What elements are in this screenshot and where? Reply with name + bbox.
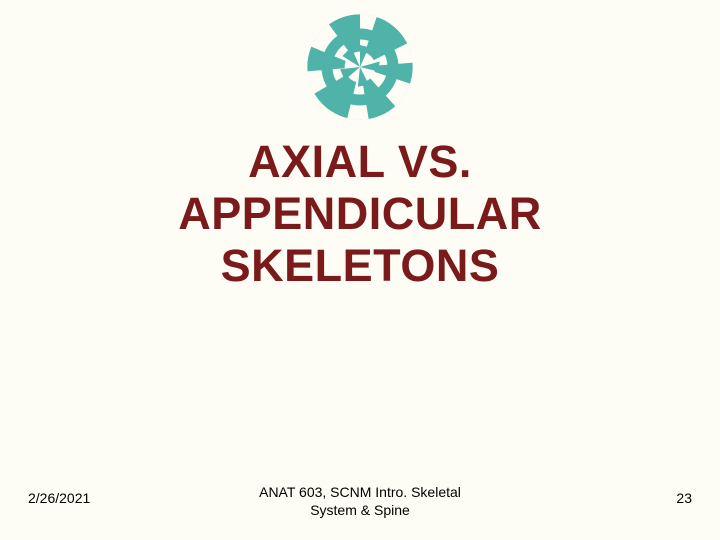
radial-logo-icon bbox=[305, 12, 415, 122]
slide-title: AXIAL VS. APPENDICULAR SKELETONS bbox=[0, 136, 720, 291]
logo-container bbox=[0, 12, 720, 122]
slide-footer: 2/26/2021 ANAT 603, SCNM Intro. Skeletal… bbox=[0, 484, 720, 524]
footer-course-info: ANAT 603, SCNM Intro. Skeletal System & … bbox=[259, 484, 461, 519]
footer-date: 2/26/2021 bbox=[28, 490, 90, 506]
footer-page-number: 23 bbox=[676, 490, 692, 506]
